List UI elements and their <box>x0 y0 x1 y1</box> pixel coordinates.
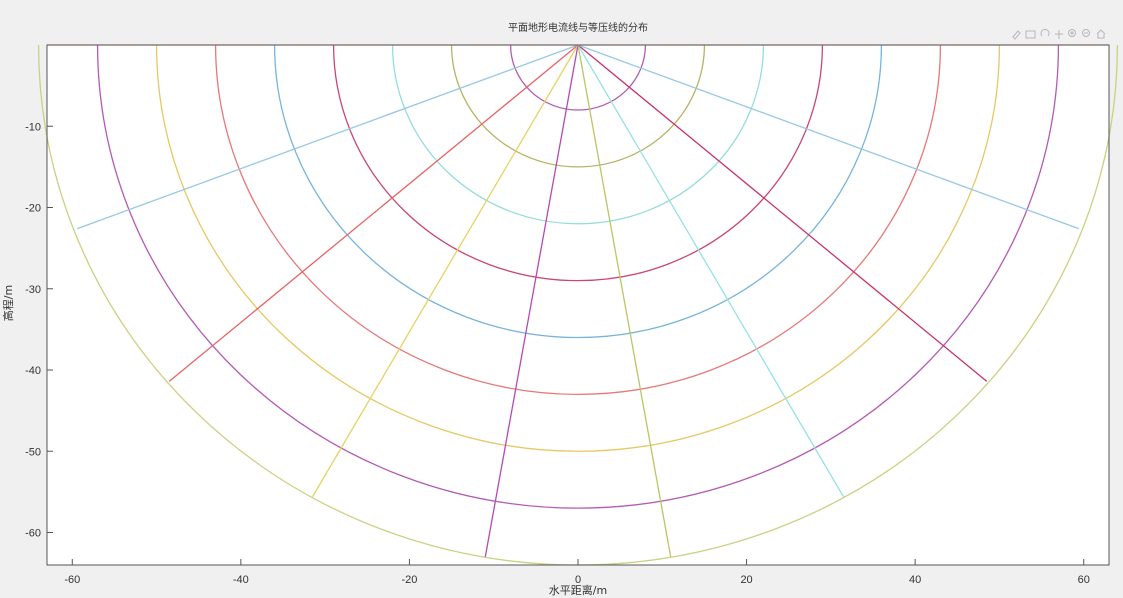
x-tick-label: 20 <box>740 574 752 586</box>
x-tick-label: -20 <box>401 574 417 586</box>
x-axis-label: 水平距离/m <box>549 583 607 597</box>
current-line-11 <box>311 44 579 498</box>
equipotential-line-6 <box>155 44 1001 452</box>
equipotential-line-5 <box>214 44 942 396</box>
y-tick-label: -20 <box>25 203 41 215</box>
data-tip-icon[interactable] <box>1025 30 1036 39</box>
current-line-10 <box>168 44 579 382</box>
equipotential-line-2 <box>391 44 765 225</box>
figure-toolbar <box>1012 28 1106 40</box>
chart-title: 平面地形电流线与等压线的分布 <box>508 21 648 34</box>
zoom-out-icon[interactable] <box>1082 29 1090 37</box>
zoom-in-icon[interactable] <box>1068 29 1076 37</box>
y-axis: -10 -20 -30 -40 -50 -60 <box>25 121 53 540</box>
y-tick-label: -40 <box>25 365 41 377</box>
current-line-13 <box>577 44 672 557</box>
x-tick-label: -60 <box>64 574 80 586</box>
current-line-16 <box>577 44 1079 230</box>
current-line-12 <box>484 44 579 557</box>
x-axis: -60 -40 -20 0 20 40 60 <box>64 559 1090 586</box>
home-icon[interactable] <box>1096 29 1106 39</box>
equipotential-line-4 <box>273 44 883 339</box>
pan-icon[interactable] <box>1055 30 1063 39</box>
equipotential-line-7 <box>96 44 1060 509</box>
brush-icon[interactable] <box>1012 30 1021 40</box>
current-line-14 <box>577 44 845 498</box>
current-line-9 <box>77 44 579 230</box>
y-tick-label: -60 <box>25 528 41 540</box>
x-tick-label: 0 <box>575 574 581 586</box>
x-tick-label: 40 <box>909 574 921 586</box>
rotate-icon[interactable] <box>1040 28 1050 37</box>
axes-background <box>47 45 1109 565</box>
equipotential-line-1 <box>450 44 706 168</box>
x-tick-label: 60 <box>1078 574 1090 586</box>
y-tick-label: -10 <box>25 121 41 133</box>
y-axis-label: 高程/m <box>1 285 15 321</box>
equipotential-line-0 <box>509 44 647 111</box>
equipotential-line-3 <box>332 44 824 282</box>
y-tick-label: -50 <box>25 446 41 458</box>
current-line-15 <box>577 44 988 382</box>
x-tick-label: -40 <box>233 574 249 586</box>
y-tick-label: -30 <box>25 284 41 296</box>
